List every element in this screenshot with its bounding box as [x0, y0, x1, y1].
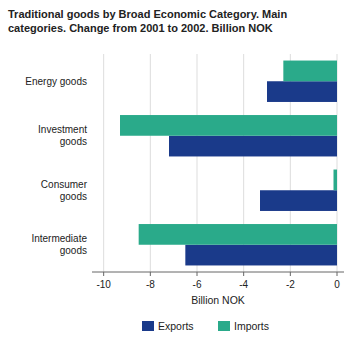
- title: Traditional goods by Broad Economic Cate…: [8, 8, 287, 34]
- tick-label: -8: [146, 279, 155, 290]
- tick-label: -4: [239, 279, 248, 290]
- tick-label: -10: [96, 279, 111, 290]
- category-label: Energy goods: [25, 76, 87, 87]
- legend: Exports Imports: [142, 320, 269, 332]
- tick-mark: [103, 272, 104, 276]
- legend-label: Imports: [234, 320, 269, 332]
- axis-line: [92, 272, 344, 273]
- chart: Traditional goods by Broad Economic Cate…: [0, 0, 358, 344]
- tick-mark: [150, 272, 151, 276]
- bar: [267, 81, 337, 102]
- tick-label: 0: [334, 279, 340, 290]
- category-label: Consumergoods: [41, 179, 88, 202]
- tick-label: -6: [193, 279, 202, 290]
- bar: [169, 136, 337, 157]
- category-label: Intermediategoods: [31, 233, 87, 256]
- bar: [283, 61, 337, 82]
- bar: [260, 190, 337, 211]
- legend-swatch: [142, 321, 154, 331]
- tick-mark: [197, 272, 198, 276]
- tick-label: -2: [286, 279, 295, 290]
- bar: [139, 224, 337, 245]
- tick-mark: [290, 272, 291, 276]
- bar: [185, 245, 337, 266]
- grid-line: [103, 54, 104, 272]
- bars: [120, 61, 337, 266]
- bar: [120, 115, 337, 136]
- tick-mark: [337, 272, 338, 276]
- legend-label: Exports: [158, 320, 194, 332]
- category-label: Investmentgoods: [38, 124, 87, 147]
- legend-swatch: [218, 321, 230, 331]
- axis-label: Billion NOK: [191, 294, 245, 306]
- tick-mark: [243, 272, 244, 276]
- bar: [334, 170, 338, 191]
- x-axis: -10 -8 -6 -4 -2 0: [92, 272, 344, 290]
- y-axis: Energy goods Investmentgoods Consumergoods…: [25, 76, 87, 257]
- grid: [104, 54, 337, 272]
